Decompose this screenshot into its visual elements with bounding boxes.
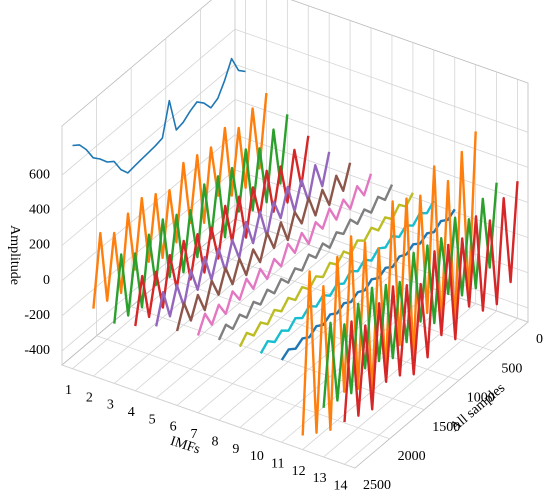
y-tick-label: -200 (24, 308, 50, 323)
grid-line (234, 204, 529, 309)
x-tick-label: 1000 (467, 391, 495, 406)
grid-line (344, 318, 518, 465)
series-line (343, 181, 519, 423)
grid-line (114, 237, 288, 384)
grid-line (323, 310, 497, 458)
grid-line (234, 99, 529, 203)
z-tick-label: 1 (65, 383, 72, 398)
series-line (238, 192, 414, 348)
grid-line (61, 28, 236, 176)
z-tick-label: 5 (149, 412, 156, 427)
y-tick-label: 400 (29, 203, 50, 218)
grid-line (176, 259, 351, 406)
grid-line (234, 218, 529, 323)
z-tick-label: 10 (250, 449, 264, 464)
grid-line (61, 99, 236, 246)
labels: -400 -200 0 200 400 600 0 500 1000 1500 2000 2500 1 2… (24, 167, 543, 493)
x-tick-label: 2000 (398, 449, 426, 464)
z-tick-label: 7 (191, 427, 198, 442)
series-line (217, 184, 394, 341)
z-tick-label: 3 (107, 398, 114, 413)
y-tick-label: -400 (24, 343, 50, 358)
grid-line (197, 266, 372, 414)
z-tick-label: 13 (313, 471, 327, 486)
grid-line (61, 64, 236, 211)
x-tick-label: 1500 (432, 420, 460, 435)
series-line (322, 182, 498, 408)
grid-line (61, 204, 236, 352)
y-tick-label: 200 (29, 238, 50, 253)
series-line (92, 92, 268, 309)
z-tick-label: 14 (334, 479, 348, 494)
x-tick-label: 0 (536, 332, 543, 347)
marks (72, 57, 519, 436)
x-tick-label: 2500 (363, 478, 391, 493)
series-line (301, 131, 477, 436)
z-tick-label: 11 (271, 456, 284, 471)
series-line (155, 151, 331, 327)
y-axis-title: Amplitude (7, 225, 22, 285)
grid-line (134, 244, 309, 392)
grid-line (96, 335, 390, 440)
z-tick-label: 12 (292, 464, 306, 479)
y-tick-label: 600 (29, 167, 50, 182)
grid-line (61, 134, 236, 281)
x-axis-title: All samples (448, 381, 509, 435)
grid-line (234, 28, 529, 133)
grid-line (234, 63, 529, 168)
z-tick-label: 2 (86, 390, 93, 405)
z-tick-label: 4 (128, 405, 135, 420)
series-line (72, 57, 246, 174)
z-tick-label: 9 (232, 442, 239, 457)
grid-line (61, 364, 356, 469)
series-line (113, 114, 289, 324)
y-tick-label: 0 (43, 273, 50, 288)
series-line (196, 173, 373, 336)
z-tick-label: 6 (170, 420, 177, 435)
x-tick-label: 500 (501, 361, 522, 376)
series-line (175, 162, 352, 332)
z-tick-label: 8 (211, 434, 218, 449)
grid-line (155, 251, 330, 399)
series-line (280, 208, 456, 361)
